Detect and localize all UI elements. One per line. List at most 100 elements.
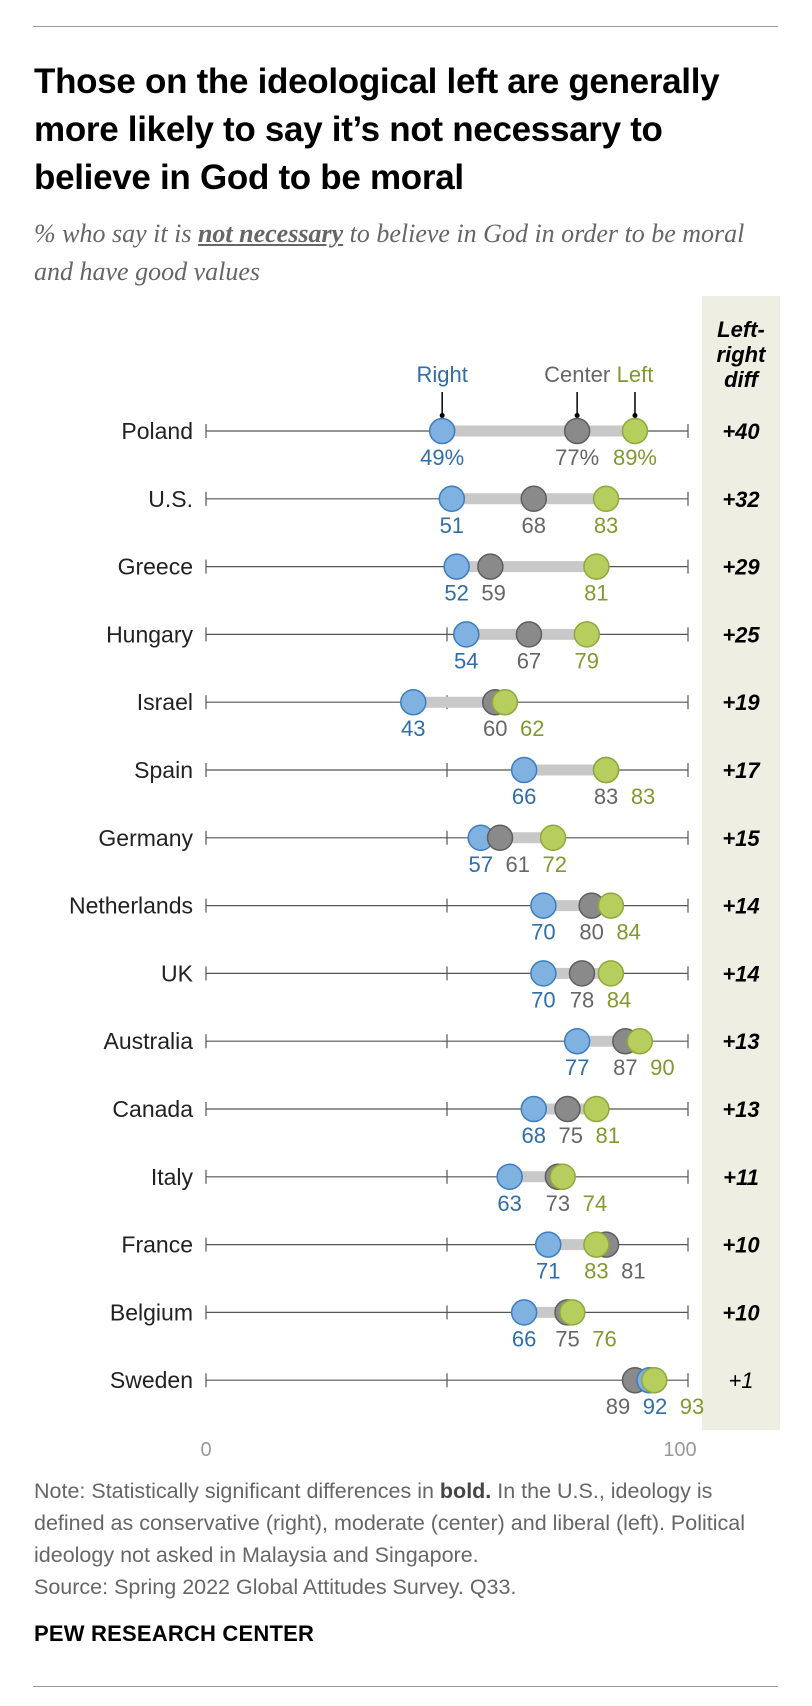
value-label-center: 61 [505,852,529,877]
value-label-left: 62 [520,716,544,741]
value-label-center: 87 [613,1055,637,1080]
dot-left [549,1163,576,1191]
value-label-right: 70 [531,920,555,945]
value-label-left: 76 [592,1326,616,1351]
country-label: Italy [151,1164,194,1190]
subtitle-after: to believe in God in order to be moral a… [34,219,745,286]
dot-right [438,485,466,513]
country-label: Hungary [106,621,193,647]
value-label-right: 71 [536,1259,560,1284]
value-label-left: 83 [584,1259,608,1284]
value-label-center: 68 [522,513,546,538]
subtitle-before: % who say it is [34,219,198,248]
chart-note: Note: Statistically significant differen… [34,1475,784,1571]
dot-left [597,960,625,987]
chart-source: Source: Spring 2022 Global Attitudes Sur… [34,1575,517,1599]
value-label-right: 57 [468,852,492,877]
diff-value: +14 [722,961,759,986]
chart-row-netherlands: Netherlands 70 80 84 +14 [69,892,760,945]
series-leader-dot-left [632,413,638,418]
value-label-right: 51 [440,513,464,538]
dot-center [554,1095,581,1123]
dot-right [563,1027,591,1055]
dot-right [400,688,427,716]
value-label-right: 43 [401,716,425,741]
chart-title: Those on the ideological left are genera… [34,62,720,197]
diff-value: +14 [722,894,759,919]
diff-value: +19 [722,690,760,715]
chart-row-italy: Italy 63 73 74 +11 [151,1163,759,1216]
value-label-left: 72 [542,852,566,877]
note-prefix: Note: Statistically significant differen… [34,1479,440,1503]
value-label-left: 84 [607,987,631,1012]
dot-left [621,417,649,445]
pew-logo: PEW RESEARCH CENTER [34,1621,315,1646]
dot-left [592,485,620,513]
dot-left [559,1299,586,1326]
subtitle-emphasis: not necessary [197,219,344,248]
diff-value: +40 [722,419,760,444]
dot-center [563,417,591,445]
chart-row-poland: Poland 49% 77% 89% +40 [121,417,760,470]
diff-value: +29 [722,555,760,580]
diff-value: +15 [722,826,760,851]
dot-right [530,892,557,919]
value-label-right: 66 [512,784,536,809]
country-label: U.S. [148,486,193,512]
value-label-right: 92 [643,1394,667,1419]
country-label: Poland [121,418,193,444]
country-label: Sweden [110,1367,193,1393]
country-label: Spain [134,757,193,783]
chart-subtitle: % who say it is not necessary to believe… [34,215,754,291]
value-label-left: 89% [613,445,657,470]
country-label: Canada [112,1096,193,1122]
diff-value: +1 [728,1368,753,1393]
country-label: Belgium [110,1299,193,1325]
dot-center [515,621,543,648]
chart-row-australia: Australia 77 87 90 +13 [104,1027,760,1080]
series-label-center: Center [544,362,610,387]
chart-row-uk: UK 70 78 84 +14 [161,960,760,1012]
dot-center [520,485,548,513]
dot-right [428,417,456,445]
dot-right [520,1095,548,1123]
value-label-center: 75 [555,1326,579,1351]
chart-row-belgium: Belgium 66 75 76 +10 [110,1299,760,1351]
dot-right [453,621,480,648]
value-label-left: 79 [575,648,599,673]
series-label-right: Right [417,362,468,387]
country-label: Israel [137,689,193,715]
value-label-center: 83 [594,784,618,809]
chart-row-greece: Greece 52 59 81 +29 [118,553,760,606]
diff-header-0: Left- [717,317,765,342]
value-label-right: 63 [497,1191,521,1216]
value-label-left: 93 [680,1394,704,1419]
dot-left [573,621,601,648]
diff-value: +13 [722,1097,759,1122]
note-rest: In the U.S., ideology is defined as cons… [34,1479,746,1567]
value-label-left: 84 [616,920,640,945]
diff-value: +10 [722,1233,760,1258]
chart-row-france: France 71 83 81 +10 [121,1231,760,1284]
country-label: Germany [98,825,193,851]
dot-center [568,960,596,987]
value-label-left: 90 [650,1055,674,1080]
value-label-left: 83 [594,513,618,538]
diff-value: +10 [722,1300,760,1325]
dot-right [534,1231,562,1258]
value-label-left: 83 [631,784,655,809]
diff-value: +13 [722,1029,759,1054]
series-label-left: Left [617,362,654,387]
value-label-center: 89 [606,1394,630,1419]
value-label-right: 54 [454,648,478,673]
value-label-center: 81 [621,1259,645,1284]
dot-left [641,1366,668,1394]
value-label-center: 77% [555,445,599,470]
dot-center [486,824,514,852]
x-tick-label-0: 0 [200,1439,211,1460]
value-label-center: 78 [570,987,594,1012]
chart-row-spain: Spain 66 83 83 +17 [134,756,761,809]
value-label-center: 59 [481,581,505,606]
dot-left [583,553,610,580]
